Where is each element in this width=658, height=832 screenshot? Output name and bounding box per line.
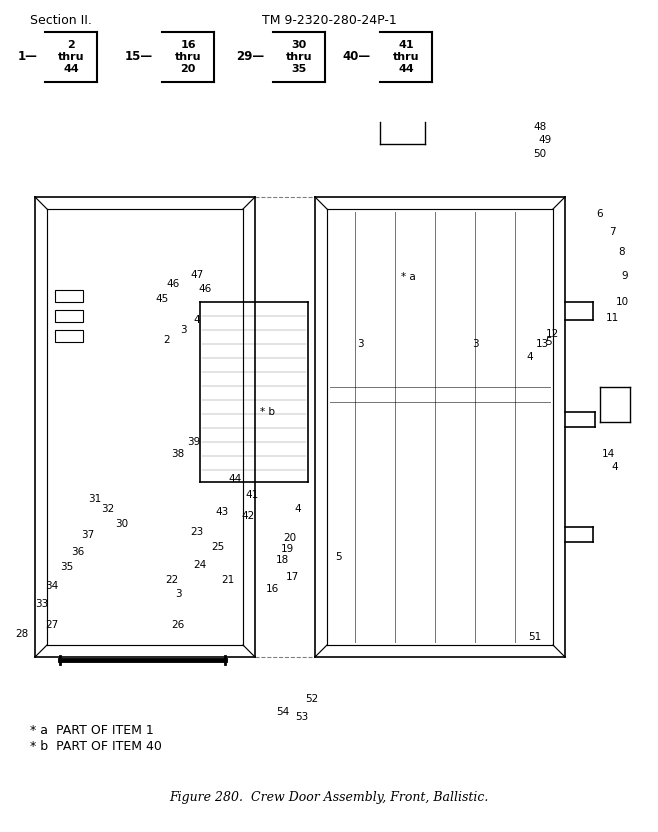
Text: 30
thru
35: 30 thru 35 xyxy=(286,40,313,74)
Text: 53: 53 xyxy=(295,712,309,722)
Text: 9: 9 xyxy=(622,271,628,281)
Text: 3: 3 xyxy=(180,325,186,335)
Text: 46: 46 xyxy=(166,279,180,289)
Text: 19: 19 xyxy=(280,544,293,554)
Text: 36: 36 xyxy=(71,547,85,557)
Text: 39: 39 xyxy=(188,437,201,447)
Text: 5: 5 xyxy=(335,552,342,562)
Text: 40—: 40— xyxy=(343,51,371,63)
Text: 48: 48 xyxy=(534,122,547,132)
Text: 15—: 15— xyxy=(125,51,153,63)
Text: 4: 4 xyxy=(526,352,534,362)
Text: 3: 3 xyxy=(357,339,363,349)
Text: 41: 41 xyxy=(245,490,259,500)
Text: 3: 3 xyxy=(174,589,182,599)
Text: 2
thru
44: 2 thru 44 xyxy=(58,40,84,74)
Text: 8: 8 xyxy=(619,247,625,257)
Text: 24: 24 xyxy=(193,560,207,570)
Text: 5: 5 xyxy=(545,337,551,347)
Text: 27: 27 xyxy=(45,620,59,630)
Text: 52: 52 xyxy=(305,694,318,704)
Text: * a  PART OF ITEM 1: * a PART OF ITEM 1 xyxy=(30,724,154,737)
Text: 31: 31 xyxy=(88,494,101,504)
Text: 34: 34 xyxy=(45,581,59,591)
Text: Figure 280.  Crew Door Assembly, Front, Ballistic.: Figure 280. Crew Door Assembly, Front, B… xyxy=(169,791,489,804)
Text: Section II.: Section II. xyxy=(30,14,92,27)
Text: 44: 44 xyxy=(228,474,241,484)
Text: 18: 18 xyxy=(276,555,289,565)
Text: 10: 10 xyxy=(615,297,628,307)
Text: * b: * b xyxy=(261,407,276,417)
Text: 4: 4 xyxy=(612,462,619,472)
Text: 33: 33 xyxy=(36,599,49,609)
Text: 23: 23 xyxy=(190,527,203,537)
Text: 42: 42 xyxy=(241,511,255,521)
Text: 30: 30 xyxy=(115,519,128,529)
Text: TM 9-2320-280-24P-1: TM 9-2320-280-24P-1 xyxy=(262,14,396,27)
Text: 2: 2 xyxy=(164,335,170,345)
Text: 17: 17 xyxy=(286,572,299,582)
Text: 35: 35 xyxy=(61,562,74,572)
Text: 50: 50 xyxy=(534,149,547,159)
Text: 16: 16 xyxy=(265,584,278,594)
Text: 37: 37 xyxy=(82,530,95,540)
Text: 26: 26 xyxy=(171,620,185,630)
Text: 45: 45 xyxy=(155,294,168,304)
Text: 54: 54 xyxy=(276,707,290,717)
Text: 38: 38 xyxy=(171,449,185,459)
Text: 14: 14 xyxy=(601,449,615,459)
Text: 25: 25 xyxy=(211,542,224,552)
Text: 22: 22 xyxy=(165,575,178,585)
Text: 21: 21 xyxy=(221,575,235,585)
Text: 29—: 29— xyxy=(236,51,264,63)
Text: 3: 3 xyxy=(472,339,478,349)
Text: 16
thru
20: 16 thru 20 xyxy=(175,40,201,74)
Text: 41
thru
44: 41 thru 44 xyxy=(393,40,419,74)
Bar xyxy=(55,310,83,322)
Bar xyxy=(55,290,83,302)
Text: 51: 51 xyxy=(528,632,542,642)
Bar xyxy=(55,330,83,342)
Text: 11: 11 xyxy=(605,313,619,323)
Text: 20: 20 xyxy=(284,533,297,543)
Text: 47: 47 xyxy=(190,270,203,280)
Text: 43: 43 xyxy=(215,507,228,517)
Text: 46: 46 xyxy=(198,284,212,294)
Text: 12: 12 xyxy=(545,329,559,339)
Text: 28: 28 xyxy=(15,629,29,639)
Text: * b  PART OF ITEM 40: * b PART OF ITEM 40 xyxy=(30,740,162,753)
Text: 7: 7 xyxy=(609,227,615,237)
Text: * a: * a xyxy=(401,272,415,282)
Text: 1—: 1— xyxy=(18,51,38,63)
Text: 49: 49 xyxy=(538,135,551,145)
Text: 13: 13 xyxy=(536,339,549,349)
Text: 4: 4 xyxy=(193,315,200,325)
Text: 6: 6 xyxy=(597,209,603,219)
Text: 4: 4 xyxy=(295,504,301,514)
Text: 32: 32 xyxy=(101,504,114,514)
